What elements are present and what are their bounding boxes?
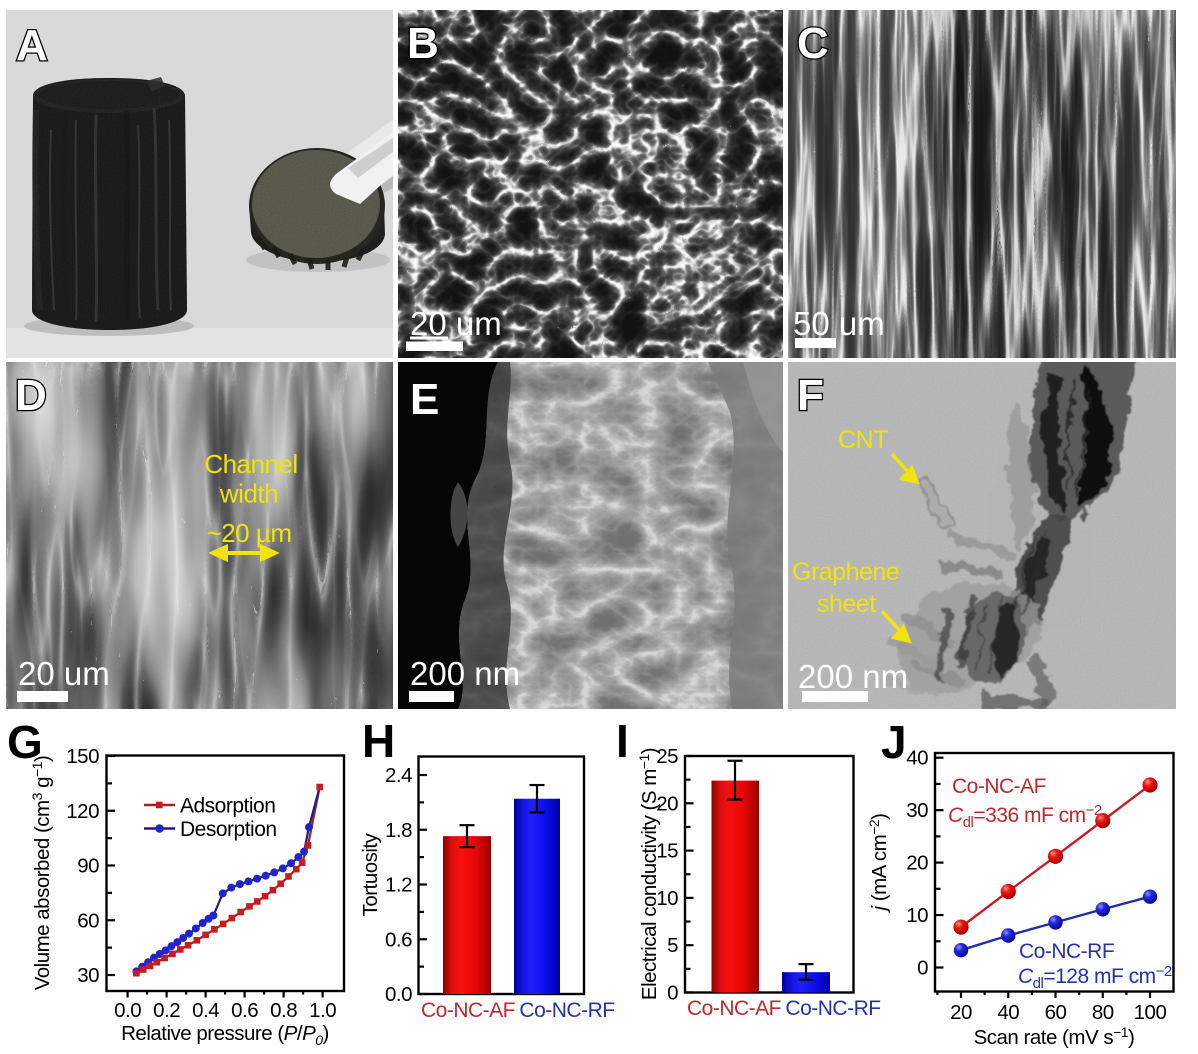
svg-text:0.0: 0.0 — [385, 983, 412, 1006]
svg-text:Co-NC-AF: Co-NC-AF — [687, 997, 781, 1020]
svg-text:B: B — [407, 19, 439, 68]
svg-text:20: 20 — [906, 852, 928, 875]
svg-text:0.2: 0.2 — [153, 999, 180, 1022]
svg-text:20 um: 20 um — [18, 655, 110, 692]
svg-text:0.6: 0.6 — [385, 928, 412, 951]
svg-text:30: 30 — [77, 964, 99, 987]
svg-text:40: 40 — [906, 747, 928, 770]
svg-text:100: 100 — [1134, 1001, 1167, 1024]
svg-text:Electrical conductivity (S m−1: Electrical conductivity (S m−1) — [636, 748, 661, 1000]
svg-text:0.4: 0.4 — [192, 999, 219, 1022]
svg-text:0: 0 — [667, 982, 678, 1005]
svg-text:0: 0 — [917, 957, 928, 980]
svg-text:Desorption: Desorption — [180, 818, 277, 841]
svg-text:0.6: 0.6 — [231, 999, 258, 1022]
svg-text:Cdl=128 mF cm−2: Cdl=128 mF cm−2 — [1018, 963, 1172, 992]
svg-text:j (mA cm−2): j (mA cm−2) — [866, 813, 891, 913]
svg-text:~20 µm: ~20 µm — [207, 518, 292, 548]
svg-text:0.8: 0.8 — [270, 999, 297, 1022]
svg-text:1.2: 1.2 — [385, 874, 412, 897]
svg-text:A: A — [16, 21, 48, 70]
svg-text:Co-NC-RF: Co-NC-RF — [1019, 940, 1114, 963]
svg-text:30: 30 — [906, 799, 928, 822]
svg-text:5: 5 — [667, 934, 678, 957]
svg-text:E: E — [410, 375, 439, 424]
svg-text:Co-NC-AF: Co-NC-AF — [952, 775, 1046, 798]
svg-text:J: J — [881, 716, 906, 768]
svg-text:10: 10 — [906, 904, 928, 927]
svg-text:60: 60 — [1045, 1001, 1067, 1024]
svg-text:G: G — [7, 716, 42, 768]
svg-text:Co-NC-AF: Co-NC-AF — [421, 999, 515, 1022]
svg-text:200 nm: 200 nm — [798, 658, 908, 695]
svg-text:0.0: 0.0 — [114, 999, 141, 1022]
svg-text:20 um: 20 um — [410, 305, 502, 342]
svg-text:80: 80 — [1092, 1001, 1114, 1024]
svg-text:200 nm: 200 nm — [410, 655, 520, 692]
svg-text:width: width — [219, 479, 278, 509]
svg-text:150: 150 — [66, 745, 99, 768]
svg-text:1.8: 1.8 — [385, 819, 412, 842]
svg-text:20: 20 — [950, 1001, 972, 1024]
svg-text:Relative pressure (P/P0): Relative pressure (P/P0) — [121, 1022, 329, 1048]
svg-text:10: 10 — [656, 887, 678, 910]
svg-text:D: D — [15, 371, 47, 420]
svg-text:Channel: Channel — [204, 449, 297, 479]
svg-text:90: 90 — [77, 855, 99, 878]
svg-text:CNT: CNT — [838, 426, 888, 454]
svg-text:60: 60 — [77, 909, 99, 932]
svg-text:Co-NC-RF: Co-NC-RF — [519, 999, 614, 1022]
svg-text:F: F — [797, 371, 824, 420]
svg-text:I: I — [616, 715, 628, 767]
svg-text:Co-NC-RF: Co-NC-RF — [785, 997, 880, 1020]
svg-text:Adsorption: Adsorption — [180, 795, 275, 818]
svg-text:Cdl=336 mF cm−2: Cdl=336 mF cm−2 — [948, 802, 1102, 831]
svg-text:Scan rate (mV s−1): Scan rate (mV s−1) — [974, 1024, 1135, 1049]
svg-text:C: C — [797, 19, 829, 68]
svg-text:120: 120 — [66, 800, 99, 823]
svg-text:1.0: 1.0 — [309, 999, 336, 1022]
svg-text:2.4: 2.4 — [385, 764, 412, 787]
svg-text:20: 20 — [656, 792, 678, 815]
svg-text:50 um: 50 um — [793, 305, 885, 342]
svg-text:Volume absorbed (cm3 g−1): Volume absorbed (cm3 g−1) — [29, 756, 54, 991]
svg-text:40: 40 — [997, 1001, 1019, 1024]
svg-text:25: 25 — [656, 745, 678, 768]
svg-text:sheet: sheet — [817, 590, 876, 618]
svg-text:15: 15 — [656, 840, 678, 863]
svg-text:Graphene: Graphene — [792, 558, 899, 586]
svg-text:H: H — [362, 715, 395, 767]
svg-text:Tortuosity: Tortuosity — [359, 832, 382, 916]
